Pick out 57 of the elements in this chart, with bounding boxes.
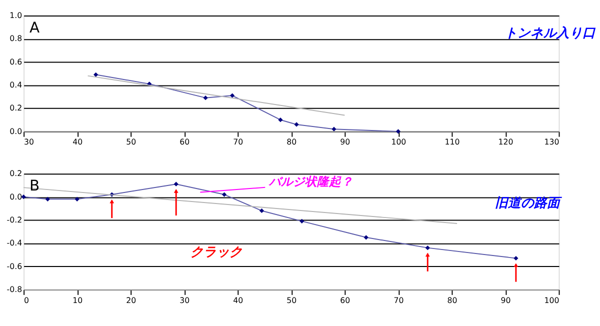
- point: [230, 93, 235, 98]
- x-tick-label: 90: [500, 296, 511, 305]
- point: [425, 246, 430, 250]
- point: [222, 192, 227, 197]
- annotation: 旧道の路面: [494, 196, 563, 212]
- y-tick-label: -0.8: [6, 284, 22, 294]
- point: [278, 118, 283, 122]
- annotation: B: [29, 177, 40, 194]
- x-tick-label: 30: [180, 296, 190, 305]
- y-tick-label: -0.6: [6, 262, 22, 271]
- x-tick-label: 80: [286, 138, 297, 147]
- point: [396, 129, 400, 134]
- x-tick-label: 0: [24, 296, 30, 305]
- y-tick-label: 0.2: [10, 169, 22, 178]
- point: [21, 194, 26, 200]
- y-tick-label: 0.0: [10, 126, 22, 136]
- point: [364, 235, 368, 240]
- annotation: トンネル入り口: [504, 26, 597, 42]
- x-tick-label: 70: [233, 138, 244, 147]
- y-tick-label: 0.8: [10, 34, 22, 44]
- point: [94, 72, 98, 77]
- point: [203, 96, 208, 100]
- x-tick-label: 100: [544, 296, 560, 305]
- point: [259, 208, 264, 214]
- point: [300, 218, 304, 224]
- x-tick-label: 60: [340, 296, 350, 305]
- point: [332, 126, 336, 132]
- y-tick-label: 0.6: [10, 57, 22, 66]
- x-tick-label: 40: [72, 138, 83, 147]
- x-tick-label: 50: [286, 296, 297, 305]
- x-tick-label: 10: [72, 296, 83, 305]
- y-tick-label: 0.2: [10, 104, 22, 113]
- x-tick-label: 50: [126, 138, 136, 147]
- annotation: バルジ状隆起？: [268, 174, 354, 188]
- x-tick-label: 100: [391, 138, 406, 147]
- annotation: クラック: [190, 245, 243, 260]
- x-tick-label: 110: [444, 138, 460, 147]
- point: [45, 196, 50, 202]
- annotation: A: [29, 19, 40, 36]
- y-tick-label: 0.0: [10, 192, 22, 202]
- point: [294, 122, 299, 127]
- point: [514, 256, 518, 261]
- x-tick-label: 130: [544, 138, 560, 147]
- x-tick-label: 40: [233, 296, 244, 305]
- x-tick-label: 60: [180, 138, 190, 147]
- point: [174, 182, 178, 186]
- x-tick-label: 30: [24, 138, 34, 147]
- x-tick-label: 80: [447, 296, 458, 305]
- x-tick-label: 120: [498, 138, 514, 147]
- x-tick-label: 90: [340, 138, 350, 147]
- y-tick-label: -0.4: [6, 238, 22, 248]
- x-tick-label: 20: [126, 296, 136, 305]
- x-tick-label: 70: [394, 296, 404, 305]
- point: [74, 196, 80, 202]
- y-tick-label: 0.4: [10, 80, 22, 90]
- y-tick-label: 1.0: [10, 11, 22, 20]
- y-tick-label: -0.2: [6, 215, 22, 224]
